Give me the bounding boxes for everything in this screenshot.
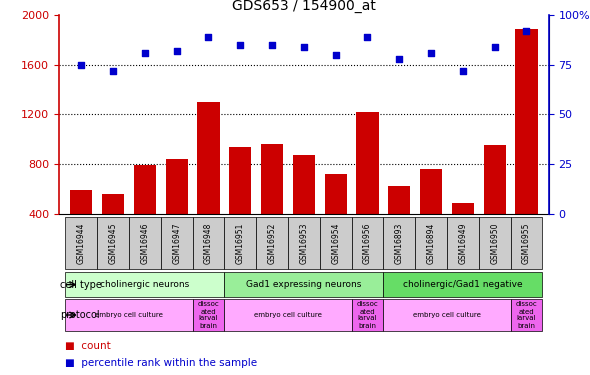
Text: embryo cell culture: embryo cell culture — [413, 312, 481, 318]
Bar — [256, 217, 288, 269]
Point — [490, 44, 499, 50]
Point — [522, 28, 531, 34]
Text: dissoc
ated
larval
brain: dissoc ated larval brain — [198, 302, 219, 328]
Bar — [356, 112, 379, 214]
Bar — [65, 217, 97, 269]
Bar — [65, 299, 192, 331]
Bar — [415, 217, 447, 269]
Bar — [478, 217, 510, 269]
Bar — [134, 165, 156, 214]
Text: dissoc
ated
larval
brain: dissoc ated larval brain — [356, 302, 378, 328]
Bar — [192, 299, 224, 331]
Text: embryo cell culture: embryo cell culture — [95, 312, 163, 318]
Text: GSM16948: GSM16948 — [204, 222, 213, 264]
Bar — [224, 273, 384, 297]
Bar — [384, 273, 542, 297]
Bar — [324, 174, 347, 214]
Text: GSM16945: GSM16945 — [109, 222, 117, 264]
Text: ■  count: ■ count — [65, 342, 111, 351]
Bar — [224, 217, 256, 269]
Bar — [224, 299, 352, 331]
Text: dissoc
ated
larval
brain: dissoc ated larval brain — [516, 302, 537, 328]
Text: GSM16951: GSM16951 — [236, 222, 245, 264]
Point — [427, 50, 436, 56]
Bar — [420, 169, 442, 214]
Bar — [510, 217, 542, 269]
Text: GSM16894: GSM16894 — [427, 222, 435, 264]
Bar — [197, 102, 219, 214]
Bar — [515, 28, 537, 214]
Point — [299, 44, 309, 50]
Text: GSM16955: GSM16955 — [522, 222, 531, 264]
Bar — [70, 190, 93, 214]
Bar — [510, 299, 542, 331]
Text: protocol: protocol — [60, 310, 99, 320]
Bar — [484, 146, 506, 214]
Bar — [160, 217, 192, 269]
Text: GSM16956: GSM16956 — [363, 222, 372, 264]
Text: GSM16947: GSM16947 — [172, 222, 181, 264]
Bar — [288, 217, 320, 269]
Point — [204, 34, 213, 40]
Text: GSM16954: GSM16954 — [331, 222, 340, 264]
Text: cholinergic/Gad1 negative: cholinergic/Gad1 negative — [403, 280, 523, 289]
Bar — [97, 217, 129, 269]
Text: cell type: cell type — [60, 280, 101, 290]
Text: embryo cell culture: embryo cell culture — [254, 312, 322, 318]
Text: Gad1 expressing neurons: Gad1 expressing neurons — [246, 280, 362, 289]
Bar — [452, 202, 474, 214]
Bar — [261, 144, 283, 214]
Text: GSM16893: GSM16893 — [395, 222, 404, 264]
Title: GDS653 / 154900_at: GDS653 / 154900_at — [232, 0, 376, 13]
Point — [267, 42, 277, 48]
Text: GSM16949: GSM16949 — [458, 222, 467, 264]
Bar — [384, 299, 510, 331]
Point — [395, 56, 404, 62]
Bar — [129, 217, 160, 269]
Point — [140, 50, 150, 56]
Text: ■  percentile rank within the sample: ■ percentile rank within the sample — [65, 358, 257, 368]
Point — [109, 68, 118, 74]
Bar — [352, 217, 384, 269]
Bar — [229, 147, 251, 214]
Point — [235, 42, 245, 48]
Bar — [384, 217, 415, 269]
Bar — [192, 217, 224, 269]
Text: GSM16953: GSM16953 — [299, 222, 309, 264]
Text: cholinergic neurons: cholinergic neurons — [100, 280, 189, 289]
Point — [363, 34, 372, 40]
Text: GSM16946: GSM16946 — [140, 222, 149, 264]
Point — [331, 52, 340, 58]
Bar — [447, 217, 478, 269]
Bar — [352, 299, 384, 331]
Text: GSM16944: GSM16944 — [77, 222, 86, 264]
Bar — [102, 194, 124, 214]
Bar — [320, 217, 352, 269]
Point — [77, 62, 86, 68]
Bar — [166, 159, 188, 214]
Point — [172, 48, 181, 54]
Point — [458, 68, 467, 74]
Bar — [293, 155, 315, 214]
Text: GSM16950: GSM16950 — [490, 222, 499, 264]
Bar — [65, 273, 224, 297]
Text: GSM16952: GSM16952 — [267, 222, 277, 264]
Bar — [388, 186, 411, 214]
